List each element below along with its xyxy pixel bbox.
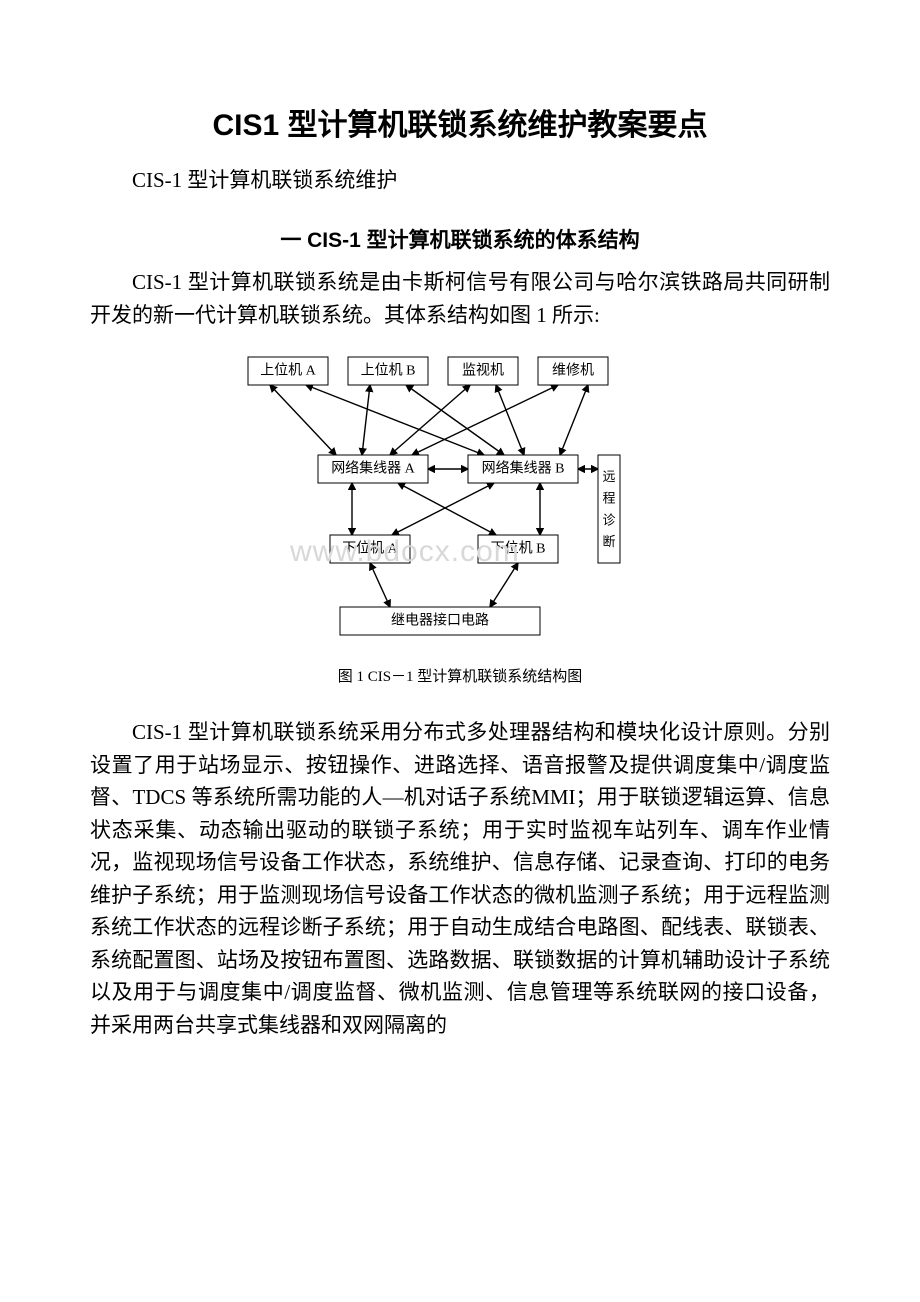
section-heading: 一 CIS-1 型计算机联锁系统的体系结构	[90, 224, 830, 254]
svg-text:程: 程	[602, 491, 615, 506]
svg-text:监视机: 监视机	[462, 363, 504, 379]
diagram-caption: 图 1 CIS－1 型计算机联锁系统结构图	[90, 665, 830, 686]
intro-paragraph: CIS-1 型计算机联锁系统是由卡斯柯信号有限公司与哈尔滨铁路局共同研制开发的新…	[90, 266, 830, 331]
page-title: CIS1 型计算机联锁系统维护教案要点	[90, 100, 830, 144]
architecture-diagram: 上位机 A 上位机 B 监视机 维修机网络集线器 A 网络集线器 B 下位机 A 下位机 B…	[240, 349, 680, 649]
document-subtitle: CIS-1 型计算机联锁系统维护	[90, 164, 830, 194]
svg-text:下位机 A: 下位机 A	[342, 541, 398, 557]
svg-text:下位机 B: 下位机 B	[491, 541, 546, 557]
svg-text:继电器接口电路: 继电器接口电路	[391, 612, 489, 629]
svg-text:远: 远	[602, 469, 615, 484]
svg-text:网络集线器 B: 网络集线器 B	[482, 460, 565, 477]
body-paragraph: CIS-1 型计算机联锁系统采用分布式多处理器结构和模块化设计原则。分别设置了用…	[90, 716, 830, 1041]
svg-text:网络集线器 A: 网络集线器 A	[331, 460, 415, 477]
svg-text:断: 断	[602, 534, 615, 549]
diagram-svg: 上位机 A 上位机 B 监视机 维修机网络集线器 A 网络集线器 B 下位机 A 下位机 B…	[240, 349, 640, 649]
svg-text:上位机 A: 上位机 A	[260, 363, 316, 379]
svg-text:上位机 B: 上位机 B	[361, 363, 416, 379]
svg-text:维修机: 维修机	[552, 363, 594, 379]
svg-text:诊: 诊	[602, 512, 615, 527]
